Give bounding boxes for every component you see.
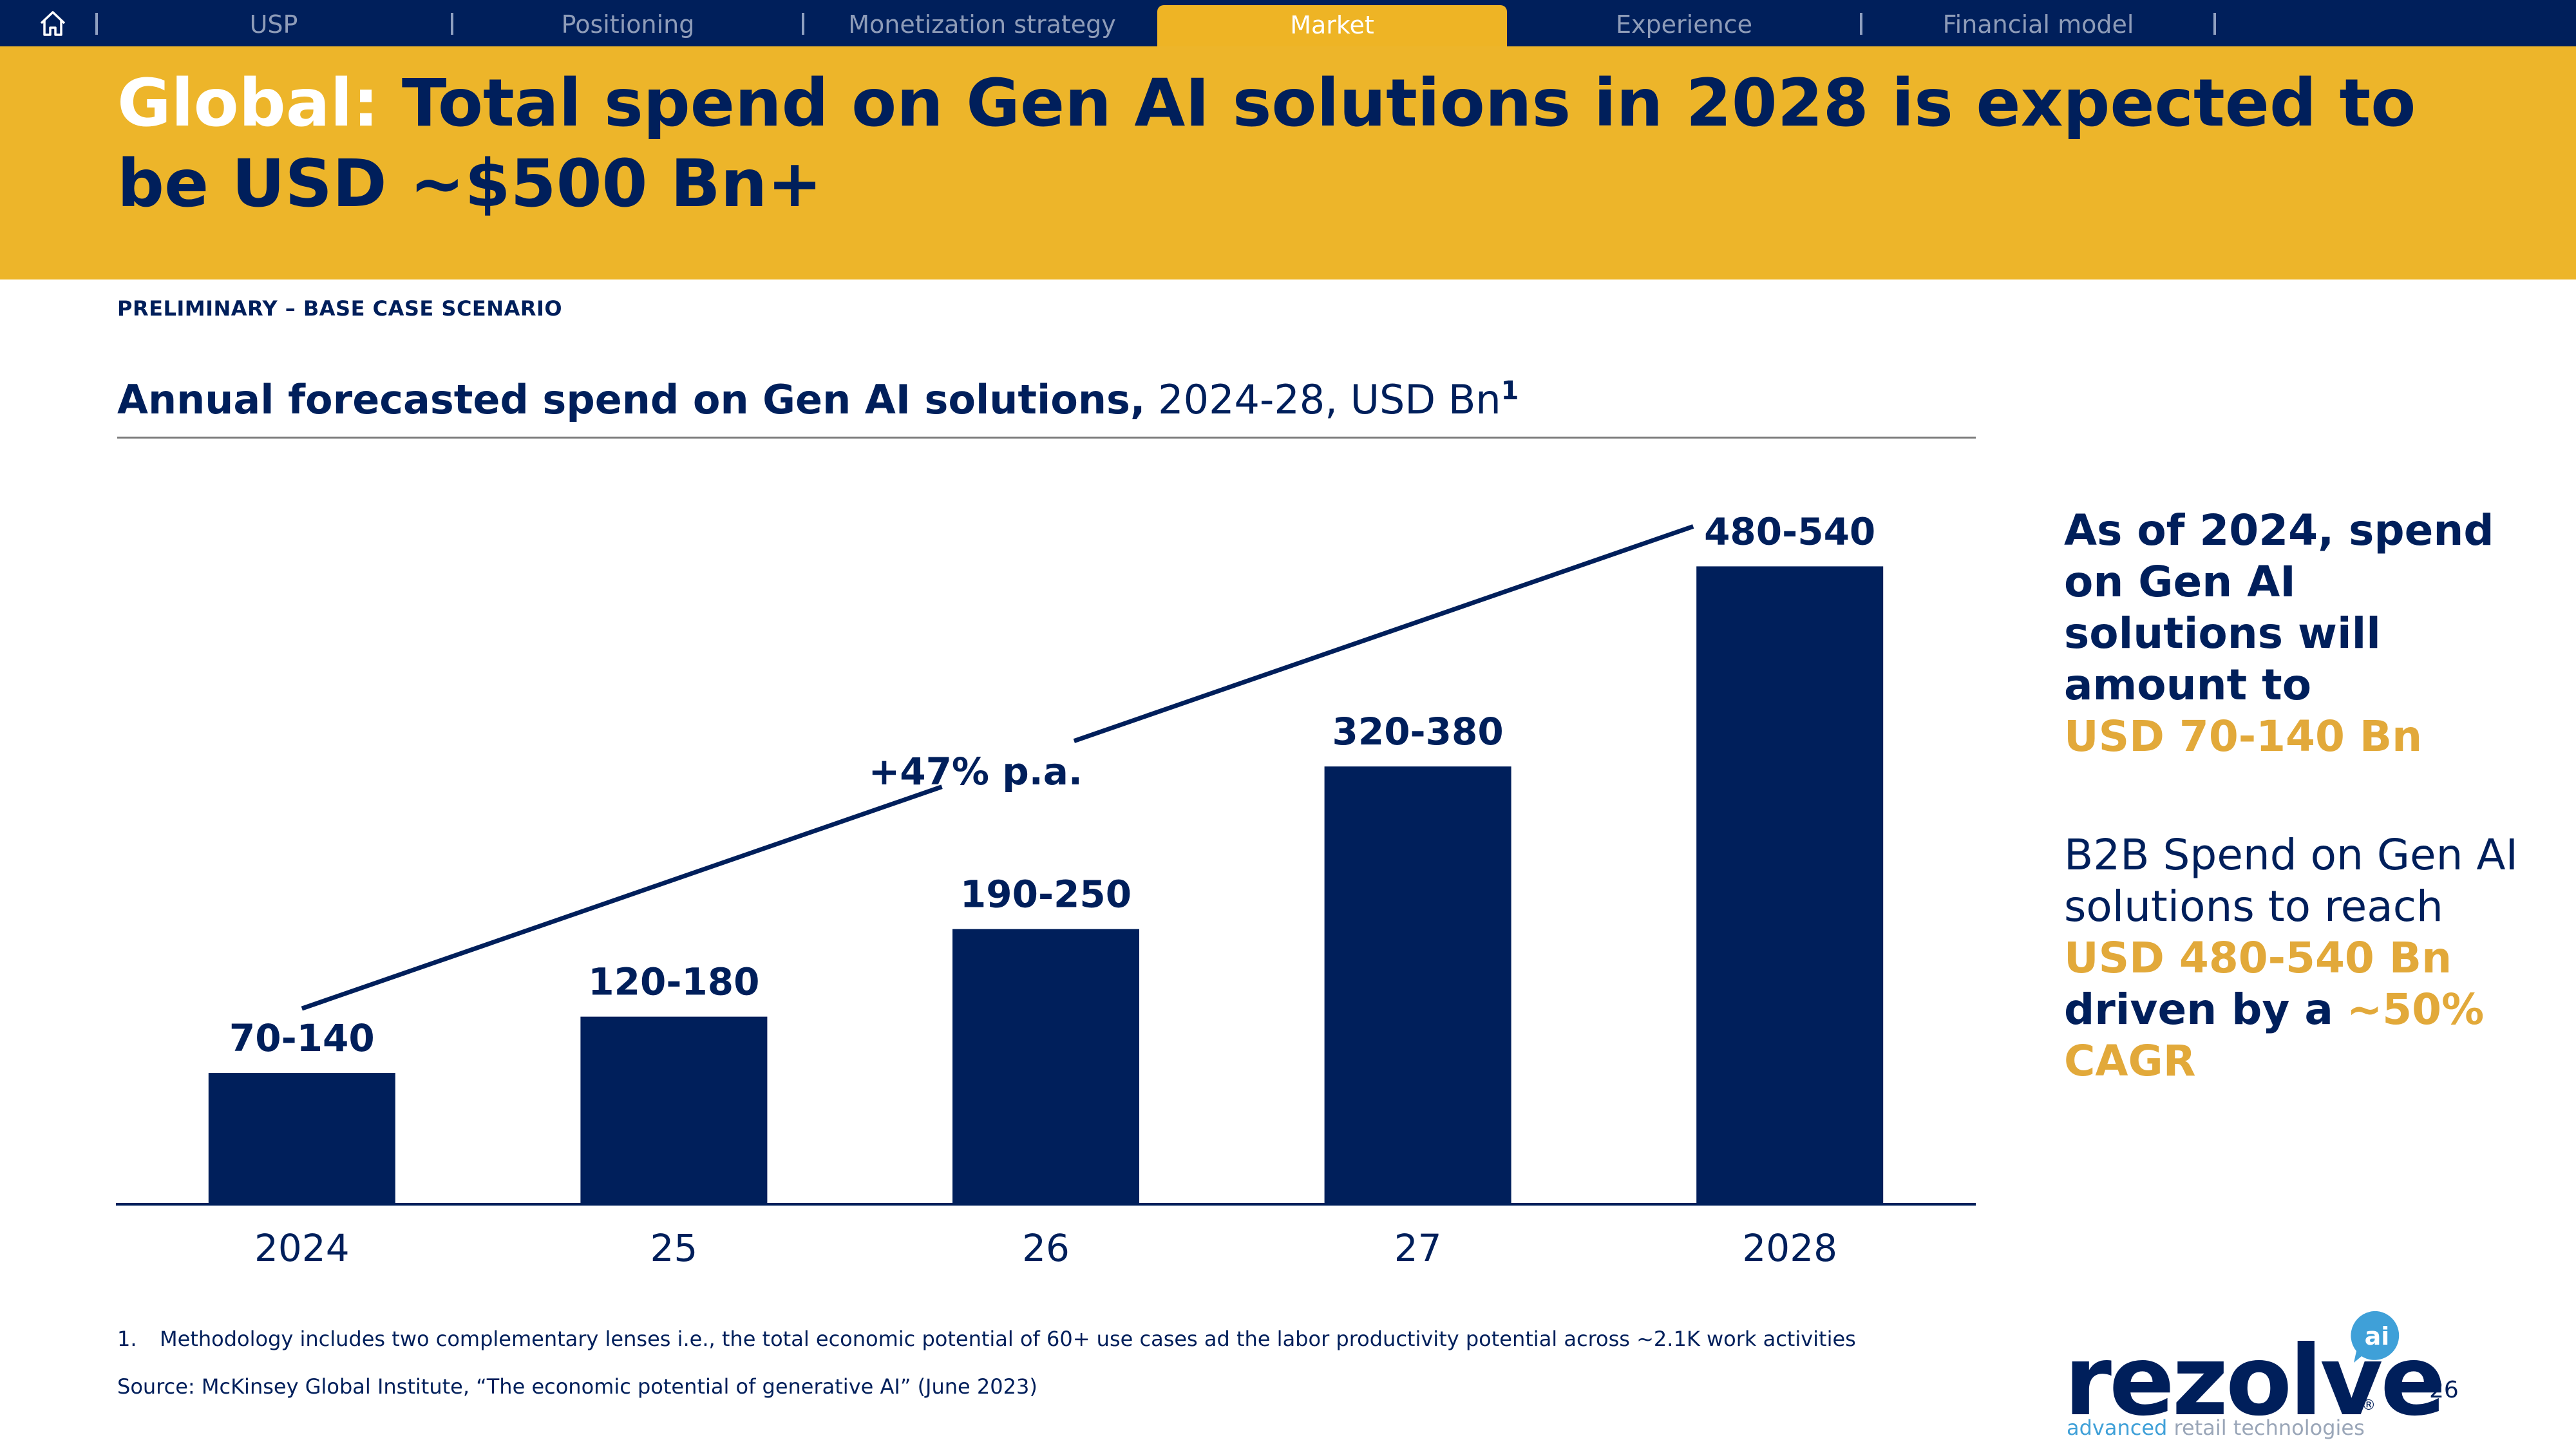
bar-2024 [208,1073,395,1204]
logo-registered: ® [2362,1397,2376,1414]
growth-line [301,784,943,1011]
insight-b2b: B2B Spend on Gen AI solutions to reach U… [2064,829,2528,1087]
data-label: 320-380 [1332,710,1503,753]
logo-tagline: advanced retail technologies [2067,1416,2365,1440]
x-tick-label: 2028 [1742,1226,1837,1270]
footnote-ref: 1 [1501,376,1519,406]
chart-title-unit: 2024-28, USD Bn [1158,376,1501,423]
growth-annotation: +47% p.a. [869,750,1083,793]
x-tick-label: 26 [1022,1226,1070,1270]
data-label: 70-140 [229,1016,375,1060]
page-number: 26 [2429,1377,2459,1403]
tab-experience[interactable]: Experience [1616,10,1752,39]
title-region: Global: [117,65,379,142]
title-band: Global: Total spend on Gen AI solutions … [0,46,2576,279]
growth-line [1073,524,1694,743]
x-tick-label: 27 [1394,1226,1442,1270]
chart-title-bold: Annual forecasted spend on Gen AI soluti… [117,376,1146,423]
title-headline: Total spend on Gen AI solutions in 2028 … [117,65,2416,222]
tab-usp[interactable]: USP [249,10,298,39]
ai-badge-icon: ai [2351,1311,2400,1363]
data-label: 190-250 [960,873,1132,916]
nav-separator [95,13,98,35]
bar-2028 [1696,566,1884,1204]
title-rule [117,437,1976,439]
insight-b2b-bold: driven by a [2064,985,2333,1034]
data-label: 480-540 [1704,509,1875,553]
nav-separator [1860,13,1862,35]
bar-25 [580,1016,768,1204]
home-icon[interactable] [36,6,70,40]
footnote: 1. Methodology includes two complementary… [117,1327,1856,1351]
insight-b2b-text: B2B Spend on Gen AI solutions to reach [2064,830,2518,931]
tab-market[interactable]: Market [1157,5,1507,46]
nav-separator [2213,13,2216,35]
bar-chart: 70-140 2024 120-180 25 190-250 26 320-380 27 480… [116,509,1976,1270]
bar-27 [1324,766,1511,1204]
logo-tagline-a: advanced [2067,1416,2168,1440]
bar-26 [952,929,1139,1204]
scenario-label: PRELIMINARY – BASE CASE SCENARIO [117,296,563,321]
insight-b2b-cagr: ~50% CAGR [2064,985,2485,1086]
rezolve-logo: rezolve ® ai advanced retail technologie… [2064,1307,2446,1443]
tab-monetization-strategy[interactable]: Monetization strategy [848,10,1116,39]
top-nav: USP Positioning Monetization strategy Ma… [0,0,2576,46]
insight-2024-highlight: USD 70-140 Bn [2064,712,2423,761]
logo-badge-text: ai [2365,1322,2390,1350]
x-tick-label: 2024 [254,1226,350,1270]
footnote-number: 1. [117,1327,137,1351]
insight-2024-text: As of 2024, spend on Gen AI solutions wi… [2064,506,2494,710]
insight-b2b-highlight: USD 480-540 Bn [2064,933,2452,983]
source-note: Source: McKinsey Global Institute, “The … [117,1374,1037,1399]
nav-separator [802,13,804,35]
nav-separator [451,13,453,35]
tab-positioning[interactable]: Positioning [561,10,695,39]
x-tick-label: 25 [650,1226,697,1270]
footnote-text: Methodology includes two complementary l… [160,1327,1856,1351]
chart-title: Annual forecasted spend on Gen AI soluti… [117,376,1519,423]
logo-tagline-b: retail technologies [2174,1416,2365,1440]
data-label: 120-180 [588,960,759,1004]
page-title: Global: Total spend on Gen AI solutions … [117,63,2500,224]
tab-financial-model[interactable]: Financial model [1942,10,2134,39]
insight-2024: As of 2024, spend on Gen AI solutions wi… [2064,505,2528,762]
